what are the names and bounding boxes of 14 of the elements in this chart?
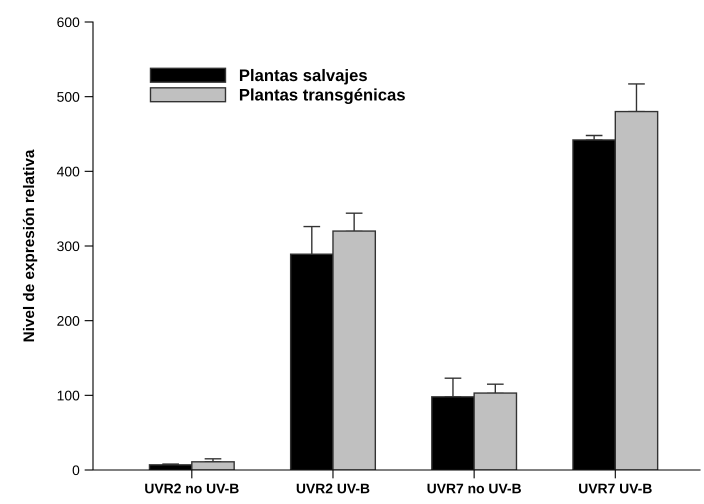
y-tick-label: 600 [57,17,80,28]
y-tick-label: 0 [72,465,80,476]
y-tick-label: 500 [57,92,80,102]
x-tick-label: UVR2 UV-B [296,484,370,494]
legend-label: Plantas salvajes [240,68,367,84]
y-tick-label: 400 [56,166,80,177]
legend-label: Plantas transgénicas [240,88,405,104]
x-tick-label: UVR7 UV-B [579,484,652,494]
y-tick-label: 300 [57,241,80,252]
x-tick-label: UVR7 no UV-B [428,484,521,494]
y-tick-label: 200 [57,316,80,326]
x-tick-label: UVR2 no UV-B [145,484,239,494]
y-axis-title: Nivel de expresión relativa [22,150,38,342]
y-tick-label: 100 [58,390,80,401]
